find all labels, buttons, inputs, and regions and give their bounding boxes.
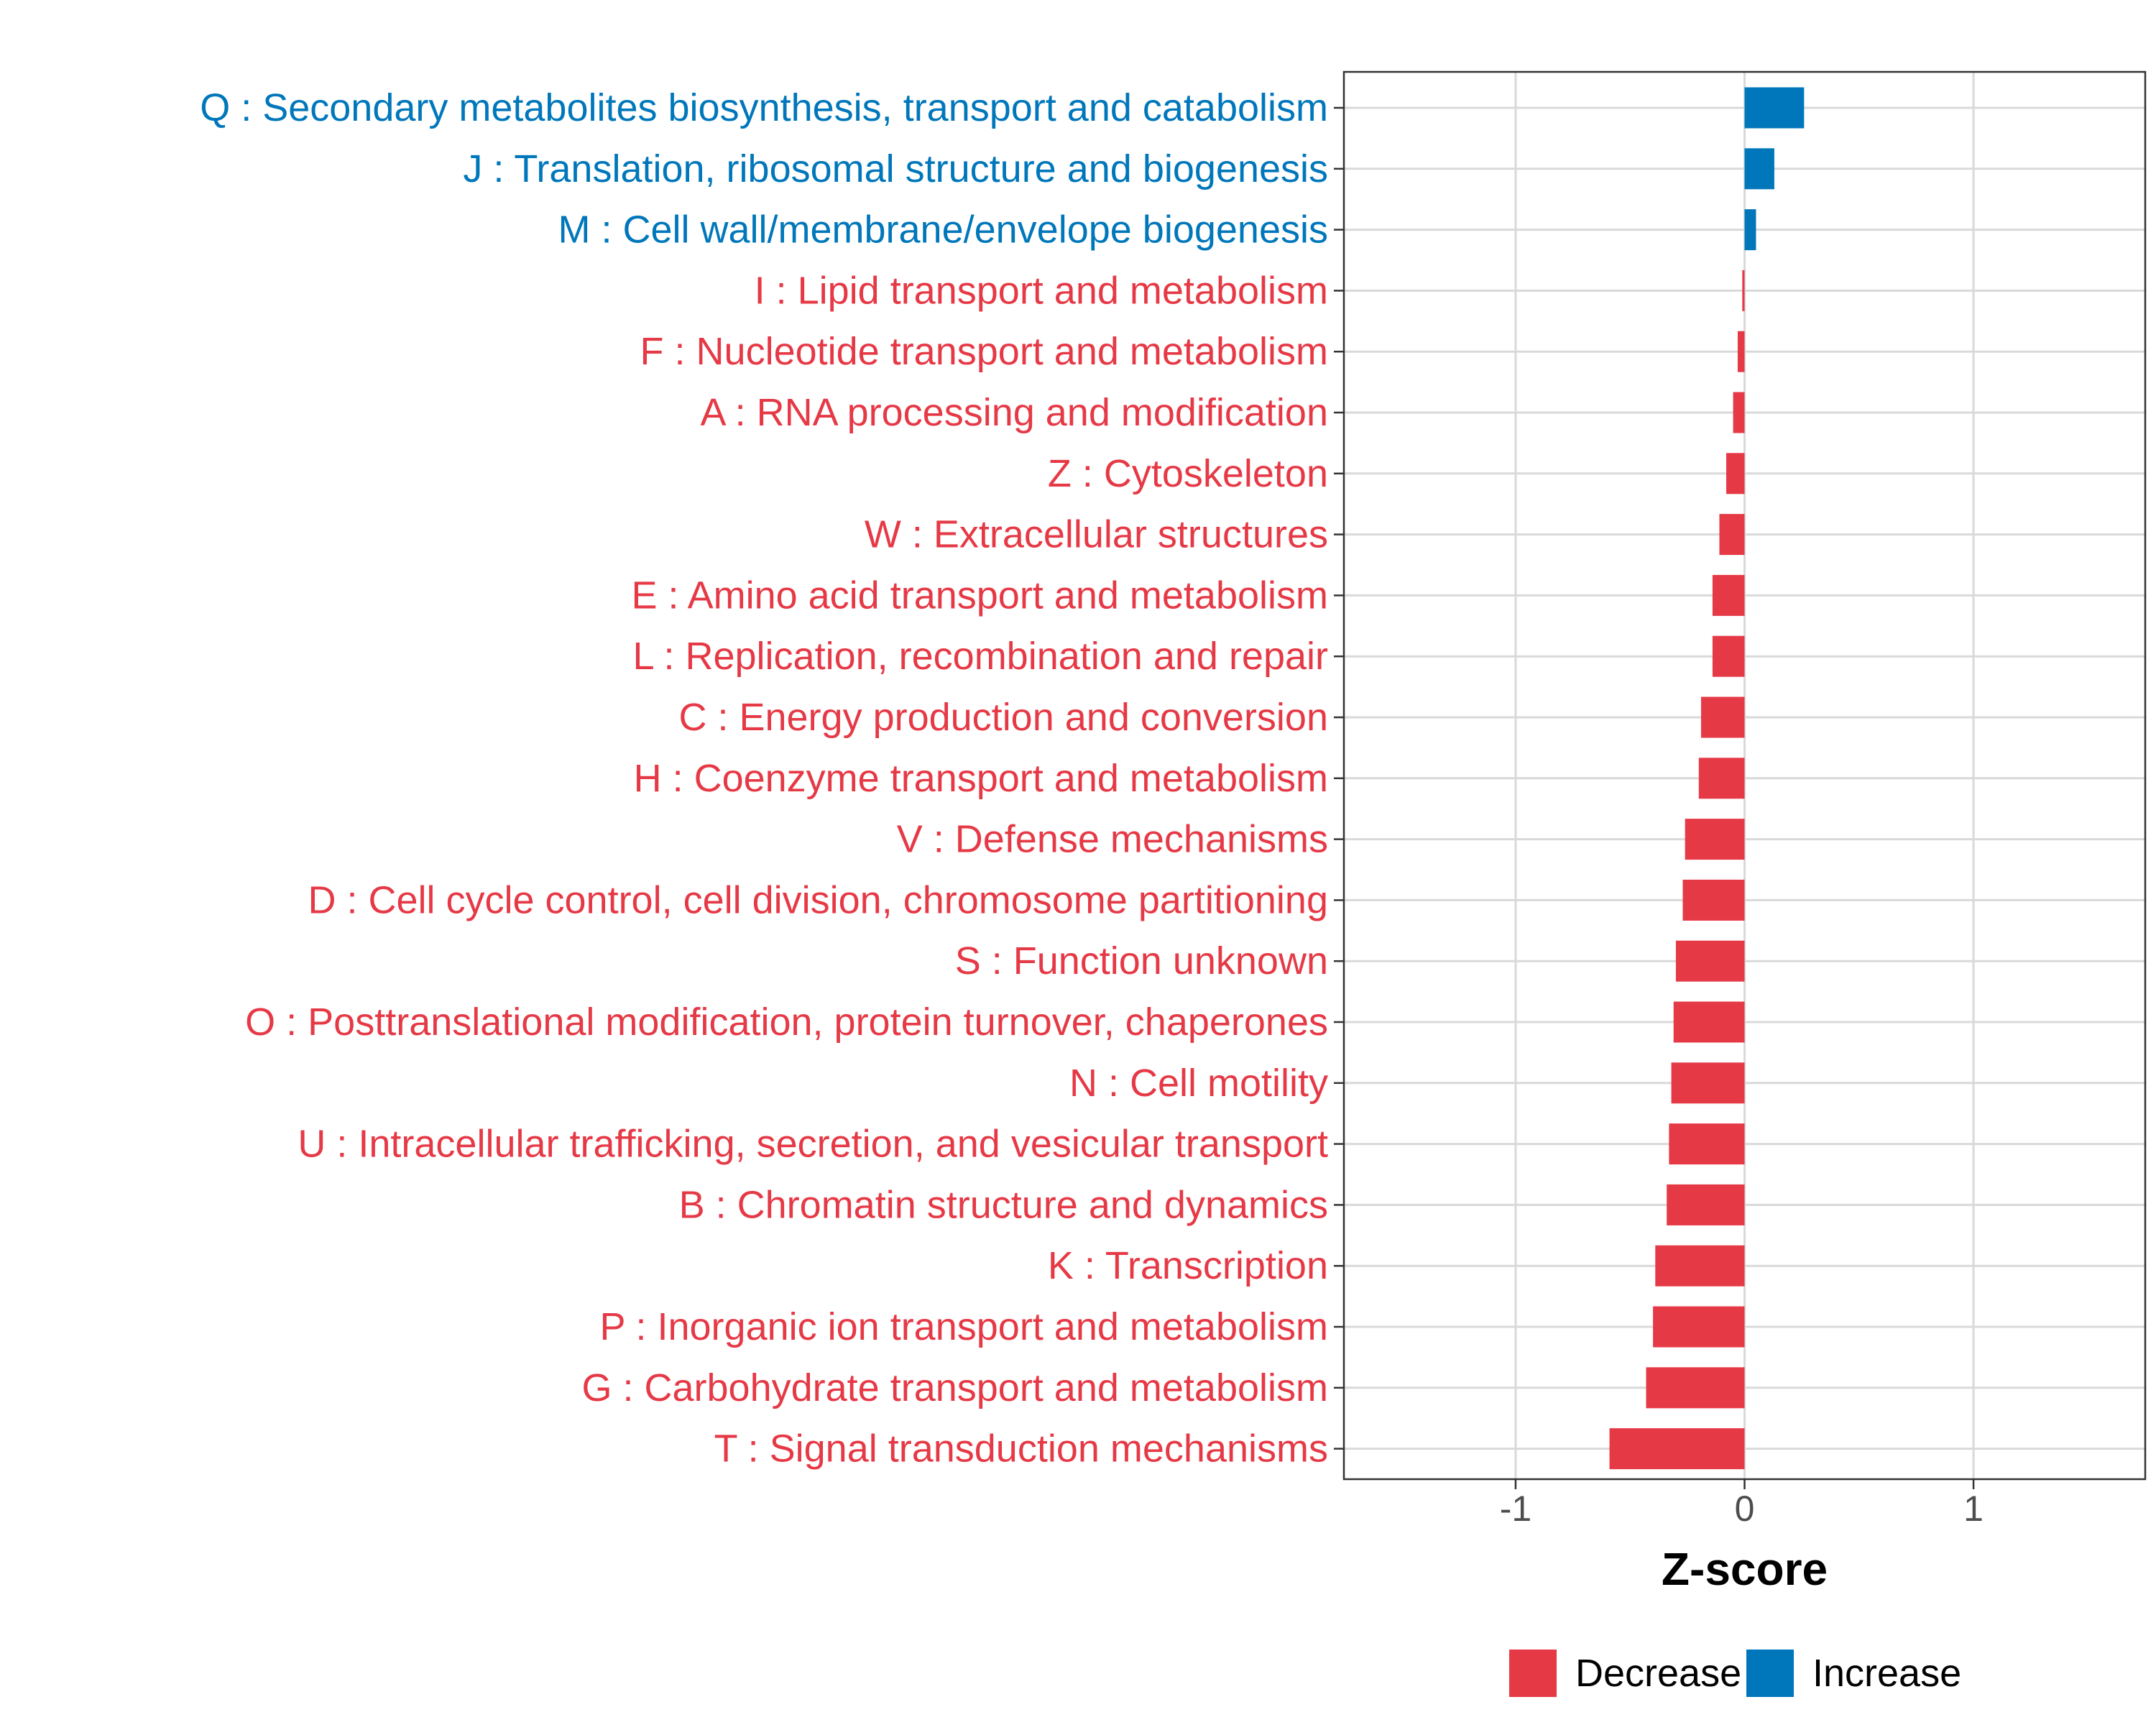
y-tick-label: S : Function unknown xyxy=(955,939,1328,983)
bar xyxy=(1744,209,1756,251)
x-axis-title: Z-score xyxy=(1662,1543,1828,1595)
bar xyxy=(1609,1428,1745,1470)
bar xyxy=(1737,331,1745,372)
bar xyxy=(1742,270,1745,311)
y-tick-label: C : Energy production and conversion xyxy=(678,696,1328,739)
y-tick-label: U : Intracellular trafficking, secretion… xyxy=(298,1123,1328,1166)
bar xyxy=(1712,574,1745,616)
bar xyxy=(1719,514,1745,556)
y-tick-label: M : Cell wall/membrane/envelope biogenes… xyxy=(558,208,1328,252)
x-tick-label: -1 xyxy=(1500,1489,1531,1529)
legend-key-increase xyxy=(1746,1650,1794,1697)
y-tick-label: G : Carbohydrate transport and metabolis… xyxy=(582,1366,1329,1409)
legend-label-increase: Increase xyxy=(1812,1652,1961,1695)
y-tick-label: V : Defense mechanisms xyxy=(897,818,1328,861)
bar xyxy=(1653,1306,1745,1348)
x-tick-label: 1 xyxy=(1963,1489,1984,1529)
y-tick-label: J : Translation, ribosomal structure and… xyxy=(463,147,1328,190)
bar xyxy=(1712,635,1745,677)
y-axis: Q : Secondary metabolites biosynthesis, … xyxy=(200,86,1344,1471)
bar xyxy=(1685,819,1745,860)
bar xyxy=(1744,87,1805,129)
bar xyxy=(1698,758,1745,799)
y-tick-label: O : Posttranslational modification, prot… xyxy=(245,1000,1328,1044)
y-tick-label: H : Coenzyme transport and metabolism xyxy=(634,757,1328,800)
legend: Decrease Increase xyxy=(1509,1650,1961,1697)
y-tick-label: P : Inorganic ion transport and metaboli… xyxy=(599,1305,1328,1348)
y-tick-label: T : Signal transduction mechanisms xyxy=(714,1427,1328,1471)
y-tick-label: L : Replication, recombination and repai… xyxy=(632,635,1328,678)
bar xyxy=(1667,1184,1745,1225)
y-tick-label: Q : Secondary metabolites biosynthesis, … xyxy=(200,86,1328,129)
y-tick-label: E : Amino acid transport and metabolism xyxy=(632,574,1328,617)
y-tick-label: B : Chromatin structure and dynamics xyxy=(679,1183,1328,1226)
bar xyxy=(1700,696,1745,738)
y-tick-label: F : Nucleotide transport and metabolism xyxy=(640,330,1328,373)
bar xyxy=(1671,1062,1745,1104)
y-tick-label: D : Cell cycle control, cell division, c… xyxy=(308,878,1328,921)
bar xyxy=(1726,453,1745,494)
bar xyxy=(1744,148,1774,190)
bar xyxy=(1655,1245,1745,1287)
bar xyxy=(1673,1001,1745,1043)
y-tick-label: W : Extracellular structures xyxy=(865,513,1328,556)
bar xyxy=(1669,1123,1745,1165)
y-tick-label: K : Transcription xyxy=(1048,1244,1328,1287)
x-tick-label: 0 xyxy=(1735,1489,1755,1529)
y-tick-label: A : RNA processing and modification xyxy=(701,391,1328,434)
bar xyxy=(1733,392,1745,433)
bar xyxy=(1682,879,1745,921)
y-tick-label: Z : Cytoskeleton xyxy=(1048,452,1328,495)
y-tick-label: I : Lipid transport and metabolism xyxy=(755,269,1328,312)
y-tick-label: N : Cell motility xyxy=(1069,1062,1328,1105)
legend-label-decrease: Decrease xyxy=(1575,1652,1741,1695)
legend-key-decrease xyxy=(1509,1650,1557,1697)
bar xyxy=(1646,1367,1745,1409)
bars xyxy=(1609,87,1805,1470)
x-axis: -1 0 1 xyxy=(1500,1479,1984,1529)
bar xyxy=(1675,940,1745,982)
